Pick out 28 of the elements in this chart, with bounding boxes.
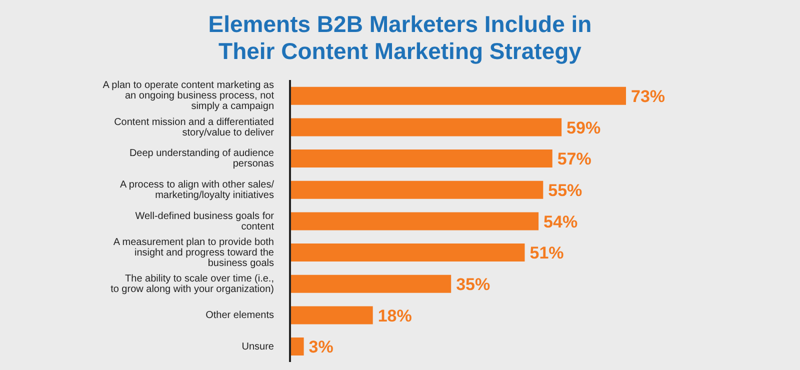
bar [290, 274, 452, 293]
bar [290, 86, 626, 105]
data-label: 3% [308, 338, 334, 357]
data-label: 73% [631, 86, 666, 106]
data-label: 57% [557, 150, 592, 169]
y-tick-label: Deep understanding of audience personas [129, 148, 274, 170]
chart-title: Elements B2B Marketers Include in Their Content Marketing Strategy [207, 11, 593, 65]
y-tick-label: The ability to scale over time (i.e., to grow along with your organization) [110, 273, 274, 295]
data-label: 54% [544, 212, 578, 232]
y-tick-label: Content mission and a differentiated story/value to deliver [114, 116, 275, 138]
bar [290, 244, 525, 262]
data-label: 51% [530, 244, 564, 263]
bar [290, 150, 552, 168]
bar [290, 338, 304, 356]
y-tick-label: A plan to operate content marketing as an ongoing business process, not simply a campaign [102, 80, 274, 112]
data-label: 35% [456, 274, 490, 294]
bar [290, 306, 373, 324]
y-tick-label: A process to align with other sales/ marketing/loyalty initiatives [120, 179, 274, 201]
y-tick-label: A measurement plan to provide both insight and progress toward the business goals [113, 236, 274, 268]
data-label: 55% [548, 180, 582, 200]
y-tick-label: Other elements [206, 310, 274, 321]
y-tick-label: Unsure [242, 340, 274, 352]
data-label: 18% [378, 306, 412, 326]
y-tick-label: Well-defined business goals for content [135, 210, 275, 232]
bar [290, 212, 539, 230]
data-label: 59% [566, 118, 601, 138]
bar [290, 180, 544, 199]
bar [290, 118, 562, 136]
